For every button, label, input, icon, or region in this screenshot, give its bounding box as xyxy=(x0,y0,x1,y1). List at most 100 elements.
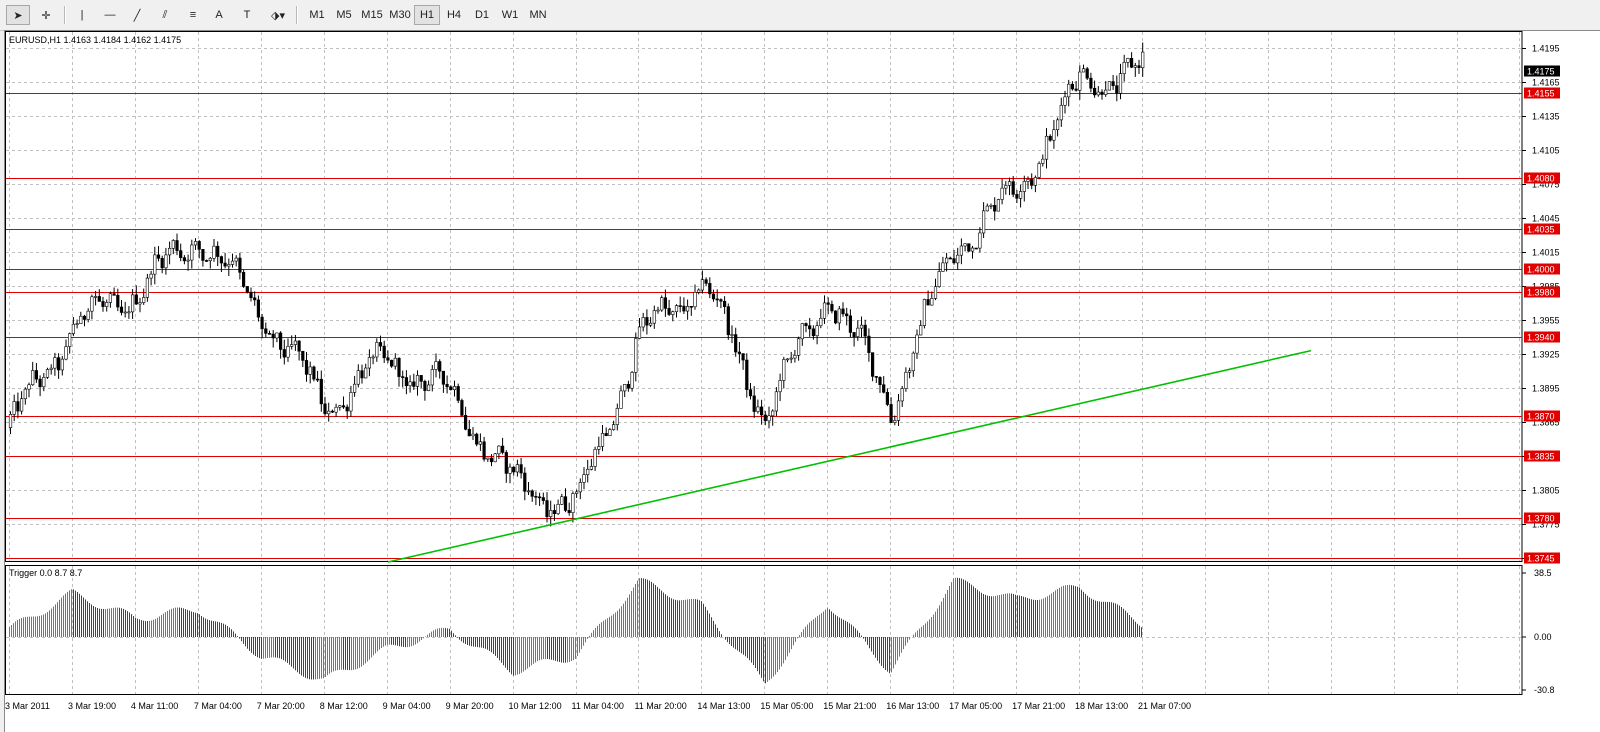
timeframe-button-h1[interactable]: H1 xyxy=(414,5,440,25)
candle-body xyxy=(393,357,397,367)
candle-body xyxy=(1070,83,1074,90)
candle-body xyxy=(223,262,227,267)
candle-body xyxy=(186,259,190,262)
candle-body xyxy=(278,332,283,350)
x-tick-label: 17 Mar 21:00 xyxy=(1012,701,1065,711)
candle-body xyxy=(882,384,886,393)
candle-body xyxy=(415,375,420,387)
candle-body xyxy=(82,315,87,320)
candle-body xyxy=(371,356,375,359)
current-price-label: 1.4175 xyxy=(1527,67,1555,77)
level-price-tag xyxy=(1524,331,1560,343)
candle-body xyxy=(216,245,220,257)
candle-body xyxy=(641,317,645,328)
candle-body xyxy=(49,367,53,370)
vertical-line-tool-button[interactable]: | xyxy=(72,5,92,25)
chart-window[interactable]: 3 Mar 2011 3 Mar 19:00 4 Mar 11:00 7 Mar 04… xyxy=(4,30,1600,732)
y-tick-label: 1.3865 xyxy=(1532,418,1560,428)
candle-body xyxy=(327,410,331,415)
timeframe-button-m15[interactable]: M15 xyxy=(361,9,383,21)
arrows-dropdown-tool-button[interactable]: ⬗▾ xyxy=(262,5,294,25)
candle-body xyxy=(545,500,549,517)
candle-body xyxy=(364,367,368,379)
equidistant-channel-tool-button[interactable]: ⫽ xyxy=(154,5,176,25)
indicator-y-tick-label: 38.5 xyxy=(1534,568,1552,578)
candle-body xyxy=(445,383,449,388)
trendline-tool-button[interactable]: ╱ xyxy=(126,5,148,25)
candle-body xyxy=(1100,91,1104,95)
level-price-label: 1.4000 xyxy=(1527,265,1555,275)
candle-body xyxy=(1085,68,1089,79)
candle-body xyxy=(1122,62,1126,74)
candle-body xyxy=(804,323,808,327)
text-tool-button[interactable]: A xyxy=(208,5,230,25)
candle-body xyxy=(1052,129,1056,141)
candle-body xyxy=(859,324,864,329)
candle-body xyxy=(449,386,453,391)
candle-body xyxy=(604,433,608,437)
timeframe-button-m30[interactable]: M30 xyxy=(389,9,411,21)
chart-canvas[interactable]: 3 Mar 2011 3 Mar 19:00 4 Mar 11:00 7 Mar 04… xyxy=(5,31,1600,732)
text-icon: A xyxy=(215,9,223,21)
candle-body xyxy=(789,357,793,360)
candle-body xyxy=(338,405,342,408)
level-price-tag xyxy=(1524,410,1560,422)
candle-body xyxy=(482,441,486,460)
candle-body xyxy=(1141,51,1145,69)
candle-body xyxy=(841,308,845,315)
timeframe-button-h4[interactable]: H4 xyxy=(446,9,462,21)
candle-body xyxy=(16,401,20,412)
candle-body xyxy=(674,305,679,313)
crosshair-tool-button[interactable]: ✛ xyxy=(34,5,58,25)
timeframe-button-w1[interactable]: W1 xyxy=(501,9,519,21)
candle-body xyxy=(785,358,790,361)
candle-body xyxy=(1104,89,1108,95)
level-price-tag xyxy=(1524,450,1560,462)
timeframe-button-mn[interactable]: MN xyxy=(529,9,547,21)
candle-body xyxy=(267,333,272,335)
candle-body xyxy=(756,406,760,412)
horizontal-line-tool-button[interactable]: — xyxy=(99,5,121,25)
text-label-tool-button[interactable]: T xyxy=(236,5,258,25)
candle-body xyxy=(634,338,638,373)
crosshair-icon: ✛ xyxy=(41,9,51,22)
candle-body xyxy=(726,306,730,336)
candle-body xyxy=(682,305,686,312)
candle-body xyxy=(896,400,901,421)
candle-body xyxy=(423,381,427,391)
candle-body xyxy=(993,205,997,212)
timeframe-button-m1[interactable]: M1 xyxy=(309,9,325,21)
candle-body xyxy=(885,392,889,405)
cursor-tool-button[interactable]: ➤ xyxy=(6,5,30,25)
candle-body xyxy=(697,289,701,293)
candle-body xyxy=(352,383,357,393)
candle-body xyxy=(919,325,923,336)
timeframe-button-m5[interactable]: M5 xyxy=(336,9,352,21)
candle-body xyxy=(1089,77,1093,89)
candle-body xyxy=(297,340,301,352)
candle-body xyxy=(782,359,786,381)
candle-body xyxy=(1030,179,1034,186)
candle-body xyxy=(1063,96,1067,106)
candle-body xyxy=(127,311,131,314)
candle-body xyxy=(53,357,57,369)
candle-body xyxy=(560,496,564,505)
timeframe-button-d1[interactable]: D1 xyxy=(474,9,490,21)
candle-body xyxy=(75,323,79,325)
candle-body xyxy=(667,308,671,315)
candle-body xyxy=(23,388,27,400)
candle-body xyxy=(238,257,242,273)
candle-body xyxy=(933,286,938,299)
level-price-label: 1.4080 xyxy=(1527,174,1555,184)
candle-body xyxy=(571,493,575,513)
candle-body xyxy=(56,357,61,371)
candle-body xyxy=(748,389,753,397)
candle-body xyxy=(567,510,571,513)
fibonacci-tool-button[interactable]: ≡ xyxy=(182,5,204,25)
candle-body xyxy=(401,376,405,378)
arrows-dropdown-icon: ⬗▾ xyxy=(271,9,285,22)
trendline-icon: ╱ xyxy=(133,9,141,22)
trendline[interactable] xyxy=(387,349,1312,563)
candle-body xyxy=(619,390,623,409)
candle-body xyxy=(937,271,941,287)
